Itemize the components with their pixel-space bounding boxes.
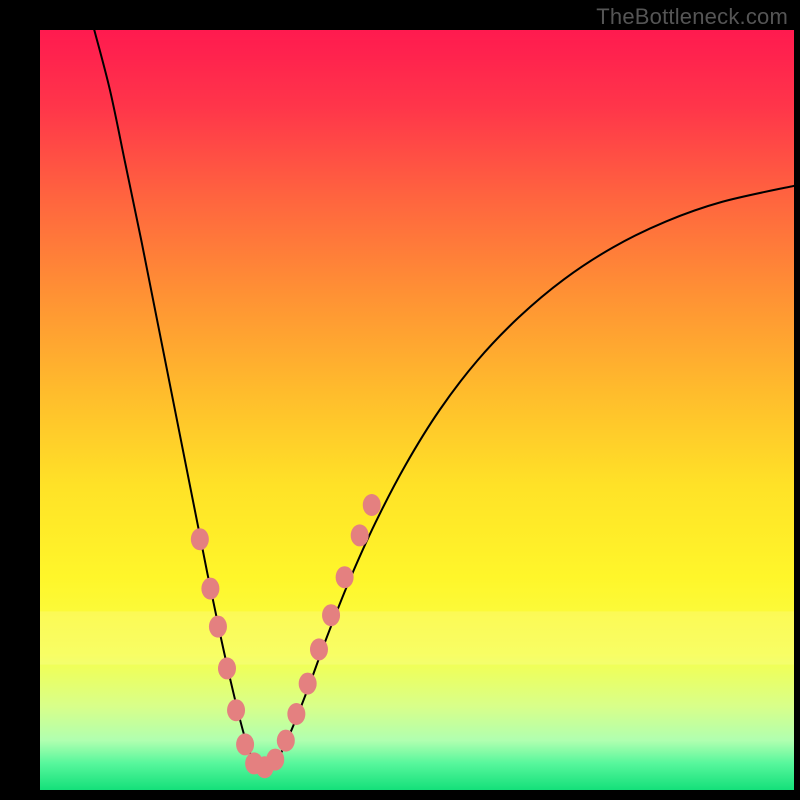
curve-marker	[287, 703, 305, 725]
curve-marker	[322, 604, 340, 626]
curve-marker	[191, 528, 209, 550]
curve-marker	[266, 749, 284, 771]
curve-marker	[277, 730, 295, 752]
bottleneck-chart	[40, 30, 794, 790]
curve-marker	[299, 673, 317, 695]
curve-marker	[236, 733, 254, 755]
gradient-bg	[40, 30, 794, 790]
curve-marker	[336, 566, 354, 588]
noise-band	[40, 611, 794, 664]
chart-frame: TheBottleneck.com	[0, 0, 800, 800]
curve-marker	[351, 524, 369, 546]
curve-marker	[310, 638, 328, 660]
watermark-text: TheBottleneck.com	[596, 4, 788, 30]
curve-marker	[218, 657, 236, 679]
curve-marker	[363, 494, 381, 516]
plot-area	[40, 30, 794, 790]
curve-marker	[227, 699, 245, 721]
curve-marker	[201, 578, 219, 600]
curve-marker	[209, 616, 227, 638]
